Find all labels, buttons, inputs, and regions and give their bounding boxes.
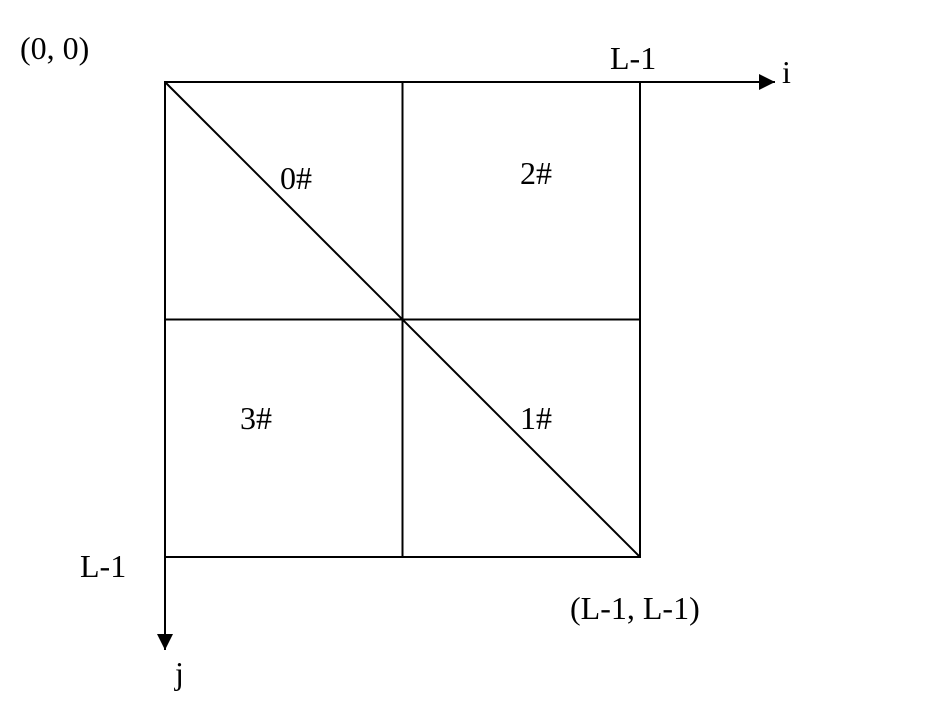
origin-label: (0, 0) <box>20 30 89 67</box>
y-axis-tick-label: L-1 <box>80 548 126 585</box>
region-1-label: 1# <box>520 400 552 437</box>
x-axis-label: i <box>782 54 791 91</box>
region-3-label: 3# <box>240 400 272 437</box>
x-axis-tick-label: L-1 <box>610 40 656 77</box>
region-2-label: 2# <box>520 155 552 192</box>
region-0-label: 0# <box>280 160 312 197</box>
diagram-svg <box>0 0 940 696</box>
y-axis-label: j <box>175 655 184 692</box>
corner-br-label: (L-1, L-1) <box>570 590 700 627</box>
matrix-region-diagram: (0, 0) i L-1 j L-1 (L-1, L-1) 0# 1# 2# 3… <box>0 0 940 696</box>
